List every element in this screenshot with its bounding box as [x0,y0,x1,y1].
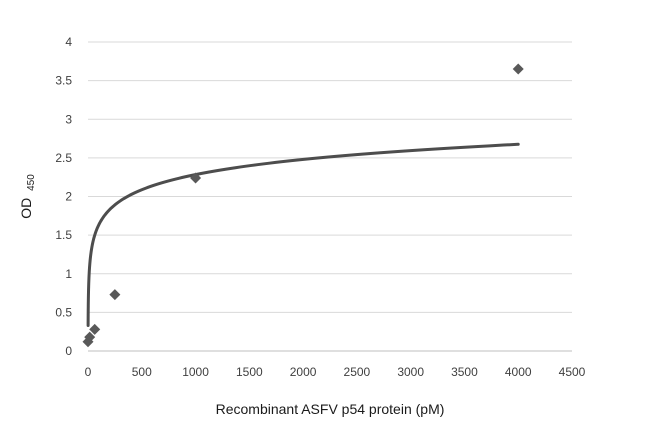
x-tick-label-9: 4500 [559,365,586,379]
y-tick-label-6: 3 [65,112,72,126]
data-point-4 [190,172,202,184]
x-tick-labels: 0 500 1000 1500 2000 2500 3000 3500 4000 4500 [85,365,586,379]
x-tick-label-2: 1000 [182,365,209,379]
y-tick-labels: 0 0.5 1 1.5 2 2.5 3 3.5 4 [55,35,72,358]
x-tick-label-3: 1500 [236,365,263,379]
x-tick-label-7: 3500 [451,365,478,379]
y-tick-label-5: 2.5 [55,151,72,165]
x-tick-label-4: 2000 [290,365,317,379]
x-tick-label-8: 4000 [505,365,532,379]
data-point-2 [89,323,101,335]
x-tick-label-1: 500 [132,365,152,379]
y-tick-label-7: 3.5 [55,74,72,88]
x-axis-title: Recombinant ASFV p54 protein (pM) [216,401,445,417]
y-axis-title-main: OD [18,198,34,219]
gridlines [88,41,572,313]
x-tick-label-5: 2500 [344,365,371,379]
y-tick-label-0: 0 [65,344,72,358]
y-tick-label-3: 1.5 [55,228,72,242]
data-point-5 [512,63,524,75]
y-tick-label-1: 0.5 [55,305,72,319]
data-points [82,63,524,348]
y-tick-label-2: 1 [65,267,72,281]
y-axis-title-subscript: 450 [26,174,37,191]
data-point-3 [109,289,121,301]
y-tick-label-4: 2 [65,190,72,204]
x-tick-label-0: 0 [85,365,92,379]
y-axis-title: OD 450 [18,174,37,219]
y-tick-label-8: 4 [65,35,72,49]
x-tick-label-6: 3000 [397,365,424,379]
data-point-1 [84,331,96,343]
